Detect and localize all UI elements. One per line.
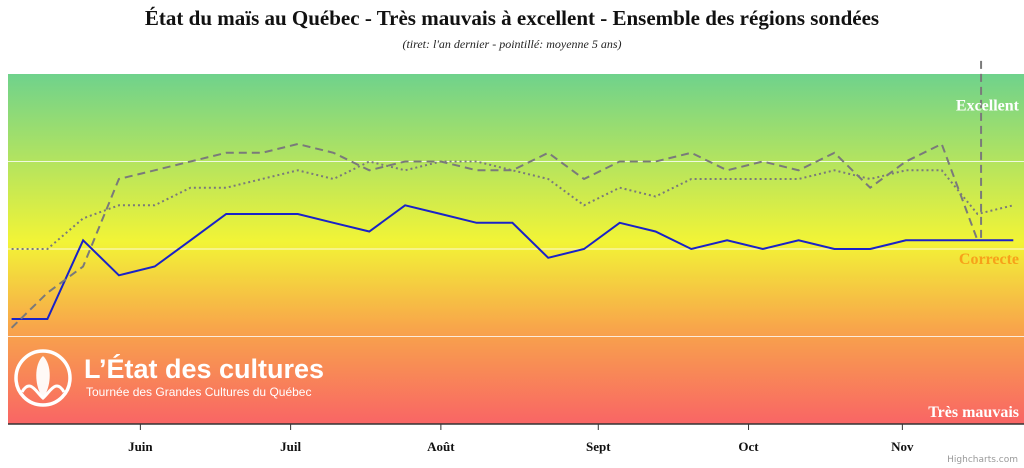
chart-title: État du maïs au Québec - Très mauvais à … (144, 6, 880, 30)
x-tick-label: Juin (128, 439, 153, 454)
x-tick-label: Nov (891, 439, 914, 454)
series-line-dashed (10, 142, 979, 329)
watermark-title: L’État des cultures (84, 353, 324, 384)
x-tick-label: Sept (586, 439, 611, 454)
corn-leaf-shape (20, 384, 66, 400)
band-label: Très mauvais (928, 404, 1019, 421)
x-tick-label: Oct (738, 439, 759, 454)
x-tick-label: Juil (280, 439, 301, 454)
corn-cob-shape (36, 356, 50, 398)
watermark-subtitle: Tournée des Grandes Cultures du Québec (86, 385, 311, 399)
x-axis-ticks: Juin Juil Août Sept Oct Nov (128, 424, 914, 454)
watermark-logo: L’État des cultures Tournée des Grandes … (14, 349, 324, 407)
corn-logo-icon (14, 349, 72, 407)
band-labels: Excellent Correcte Très mauvais (928, 98, 1019, 421)
series-group (10, 60, 1014, 329)
band-label: Correcte (959, 251, 1019, 268)
chart-subtitle: (tiret: l'an dernier - pointillé: moyenn… (402, 37, 622, 51)
credits: Highcharts.com (947, 455, 1018, 465)
band-label: Excellent (956, 98, 1020, 115)
x-tick-label: Août (427, 439, 455, 454)
series-line-solid (11, 204, 1014, 320)
